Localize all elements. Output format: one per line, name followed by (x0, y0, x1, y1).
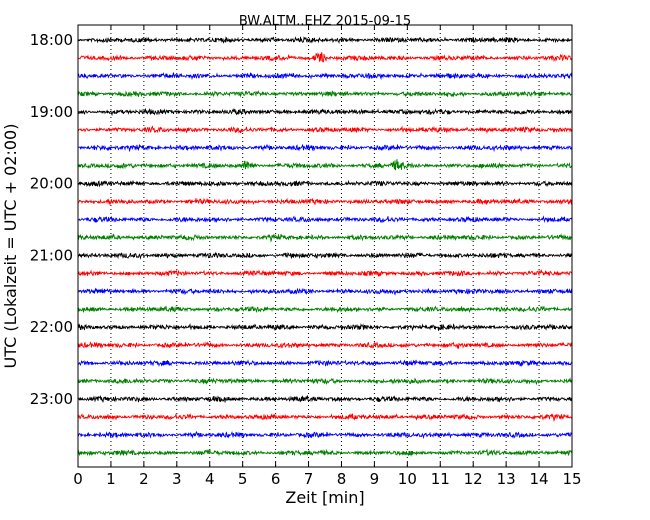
trace-line (77, 90, 573, 98)
trace-line (77, 287, 573, 296)
axis-ticks: 0 1 2 3 4 5 6 7 8 9 10 11 12 13 14 1518:0019:0020:0021:… (30, 25, 582, 488)
chart-title: BW.ALTM..EHZ 2015-09-15 (239, 14, 411, 29)
trace-line (77, 143, 573, 153)
x-tick-label: 10 (398, 470, 417, 488)
trace-line (77, 125, 573, 135)
trace-line (77, 413, 573, 423)
x-tick-label: 5 (238, 470, 248, 488)
trace-line (77, 269, 573, 277)
trace-line (77, 107, 573, 117)
trace-line (77, 341, 573, 350)
trace-line (77, 215, 573, 224)
trace-line (77, 359, 573, 368)
y-tick-label: 23:00 (30, 390, 73, 408)
x-tick-label: 14 (530, 470, 549, 488)
trace-line (77, 159, 573, 171)
y-tick-label: 20:00 (30, 175, 73, 193)
x-tick-label: 11 (431, 470, 450, 488)
trace-line (77, 233, 573, 243)
y-tick-label: 19:00 (30, 103, 73, 121)
x-tick-label: 13 (497, 470, 516, 488)
trace-line (77, 305, 573, 314)
x-tick-label: 7 (304, 470, 314, 488)
trace-line (77, 377, 573, 386)
trace-line (77, 197, 573, 206)
x-tick-label: 8 (337, 470, 347, 488)
trace-line (77, 448, 573, 457)
plot-frame (77, 24, 573, 468)
trace-line (77, 72, 573, 81)
y-tick-label: 22:00 (30, 318, 73, 336)
grid-lines (110, 25, 540, 467)
x-axis-label: Zeit [min] (285, 488, 364, 507)
y-axis-label: UTC (Lokalzeit = UTC + 02:00) (1, 124, 20, 369)
x-tick-label: 4 (205, 470, 215, 488)
x-tick-label: 3 (172, 470, 182, 488)
x-tick-label: 9 (370, 470, 380, 488)
x-tick-label: 15 (562, 470, 581, 488)
x-tick-label: 2 (139, 470, 149, 488)
x-tick-label: 12 (464, 470, 483, 488)
y-tick-label: 21:00 (30, 246, 73, 264)
trace-line (77, 36, 573, 45)
trace-line (77, 251, 573, 260)
x-tick-label: 0 (73, 470, 83, 488)
seismogram-traces (77, 36, 573, 457)
y-tick-label: 18:00 (30, 31, 73, 49)
x-tick-label: 1 (106, 470, 116, 488)
trace-line (77, 179, 573, 188)
trace-line (77, 430, 573, 440)
trace-line (77, 394, 573, 403)
x-tick-label: 6 (271, 470, 281, 488)
trace-line (77, 52, 573, 63)
trace-line (77, 322, 573, 332)
